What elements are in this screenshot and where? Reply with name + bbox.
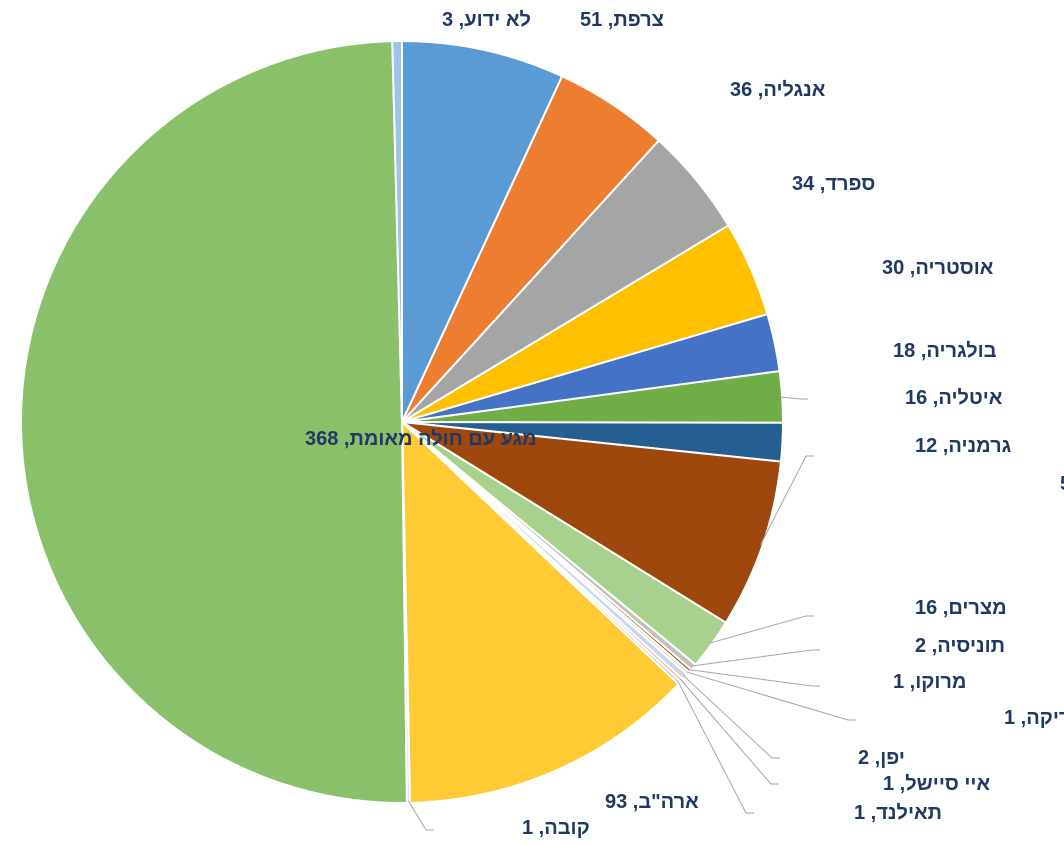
data-label: לא ידוע, 3 bbox=[442, 9, 531, 31]
data-label: צרפת, 51 bbox=[580, 9, 664, 31]
data-label: ארה"ב, 93 bbox=[605, 791, 699, 813]
pie-slice bbox=[400, 419, 680, 804]
leader-line bbox=[677, 681, 754, 814]
leader-line bbox=[686, 671, 856, 721]
data-label: יפן, 2 bbox=[858, 747, 905, 769]
data-label: קובה, 1 bbox=[522, 817, 590, 839]
pie-slice bbox=[401, 421, 783, 625]
pie-slice bbox=[20, 40, 408, 804]
data-label: מרוקו, 1 bbox=[893, 671, 966, 693]
data-label: איטליה, 16 bbox=[905, 387, 1003, 409]
leader-line bbox=[780, 396, 808, 400]
data-label: תוניסיה, 2 bbox=[915, 635, 1005, 657]
leader-lines bbox=[408, 396, 856, 831]
leader-line bbox=[688, 669, 820, 687]
data-label: גרמניה, 12 bbox=[915, 435, 1012, 457]
data-label: מדינות אירופה אחרות, 53 bbox=[1060, 473, 1064, 495]
pie-slice bbox=[401, 39, 564, 423]
data-label: דרום אפריקה, 1 bbox=[1004, 707, 1064, 729]
leader-line bbox=[679, 678, 779, 785]
pie-slice bbox=[391, 39, 403, 423]
leader-line bbox=[760, 455, 814, 545]
leader-line bbox=[408, 800, 434, 831]
data-label: מצרים, 16 bbox=[915, 597, 1007, 619]
data-label: איי סיישל, 1 bbox=[883, 773, 990, 795]
leader-line bbox=[691, 649, 820, 667]
leader-line bbox=[683, 675, 780, 759]
leader-line bbox=[709, 615, 814, 644]
data-labels: צרפת, 51 אנגליה, 36 ספרד, 34 אוסטריה, 30 בול… bbox=[305, 9, 1064, 839]
data-label: אוסטריה, 30 bbox=[882, 257, 994, 279]
data-label: אנגליה, 36 bbox=[730, 79, 826, 101]
pie-slices bbox=[20, 39, 785, 804]
data-label: מגע עם חולה מאומת, 368 bbox=[305, 428, 537, 450]
data-label: בולגריה, 18 bbox=[893, 340, 997, 362]
data-label: ספרד, 34 bbox=[792, 173, 875, 195]
data-label: תאילנד, 1 bbox=[854, 802, 942, 824]
